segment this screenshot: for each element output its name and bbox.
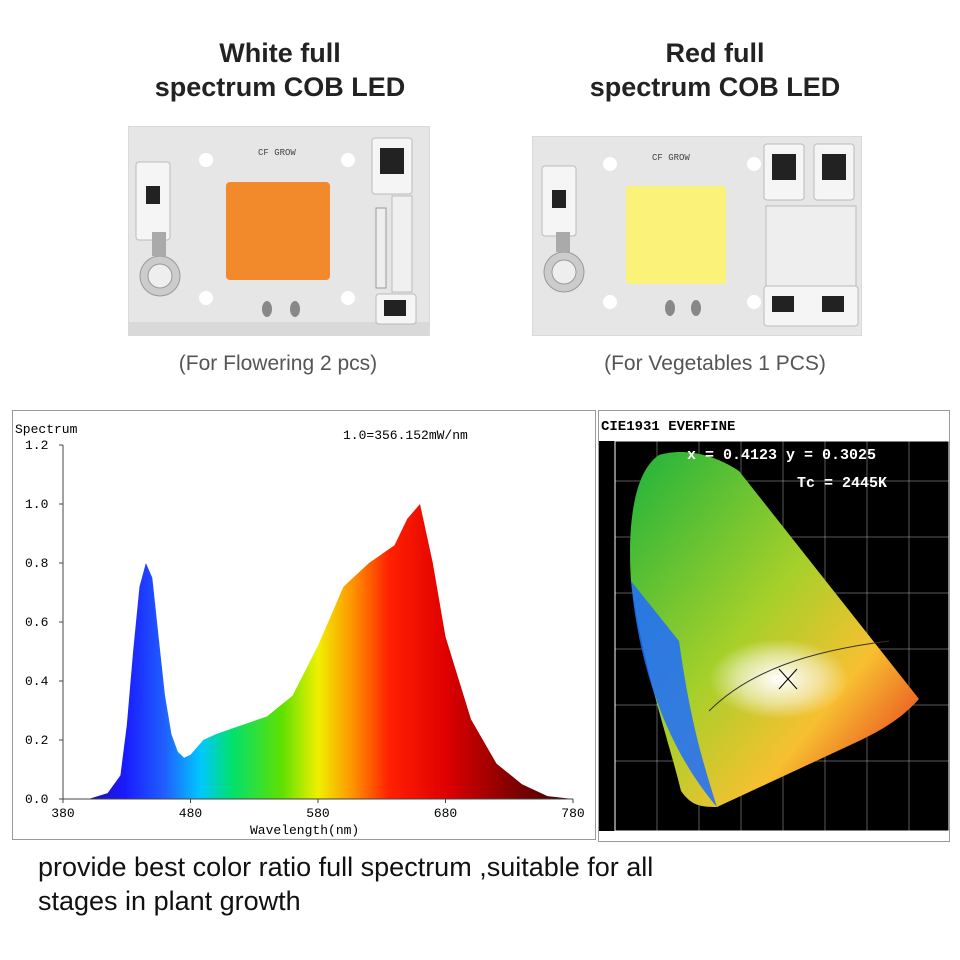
caption-red: (For Vegetables 1 PCS) [604, 352, 826, 375]
title-line-2: spectrum COB LED [589, 72, 841, 102]
y-tick-label: 0.8 [25, 556, 48, 571]
y-tick-label: 0.6 [25, 615, 48, 630]
spectrum-area [63, 504, 573, 799]
product-title-white: White full spectrum COB LED [130, 36, 430, 104]
footer-line-1: provide best color ratio full spectrum ,… [38, 852, 654, 882]
cie-gamut [630, 452, 919, 807]
led-emitter [226, 182, 330, 280]
x-tick-label: 580 [306, 806, 329, 821]
title-line-2: spectrum COB LED [154, 72, 406, 102]
x-ticks: 380 480 580 680 780 [51, 799, 585, 821]
y-tick-label: 1.0 [25, 497, 48, 512]
x-tick-label: 780 [561, 806, 584, 821]
x-axis-title: Wavelength(nm) [250, 823, 359, 838]
x-tick-label: 680 [434, 806, 457, 821]
cob-led-board-white: CF GROW [128, 126, 430, 336]
y-tick-label: 0.2 [25, 733, 48, 748]
cie-diagram: CIE1931 EVERFINE x = 0.4123 y = 0.3025 T… [599, 411, 950, 841]
spectrum-chart-panel: Spectrum 1.0=356.152mW/nm Wavelength(nm)… [12, 410, 596, 840]
footer-text: provide best color ratio full spectrum ,… [38, 850, 918, 918]
chart-annotation: 1.0=356.152mW/nm [343, 428, 468, 443]
cie-diagram-panel: CIE1931 EVERFINE x = 0.4123 y = 0.3025 T… [598, 410, 950, 842]
y-ticks: 0.0 0.2 0.4 0.6 0.8 1.0 1.2 [25, 438, 63, 807]
y-tick-label: 1.2 [25, 438, 48, 453]
title-line-1: Red full [665, 38, 765, 68]
board-label: CF GROW [258, 148, 296, 158]
cie-title: CIE1931 EVERFINE [601, 419, 735, 435]
x-tick-label: 480 [179, 806, 202, 821]
led-emitter [626, 186, 726, 284]
board-label: CF GROW [652, 153, 690, 163]
y-tick-label: 0.0 [25, 792, 48, 807]
cob-led-board-red: CF GROW [532, 136, 862, 336]
product-title-red: Red full spectrum COB LED [565, 36, 865, 104]
footer-line-2: stages in plant growth [38, 886, 301, 916]
y-axis-title: Spectrum [15, 422, 78, 437]
cie-tc-readout: Tc = 2445K [797, 475, 887, 492]
y-tick-label: 0.4 [25, 674, 49, 689]
caption-white: (For Flowering 2 pcs) [178, 352, 378, 375]
title-line-1: White full [219, 38, 341, 68]
spectrum-chart: Spectrum 1.0=356.152mW/nm Wavelength(nm)… [15, 422, 585, 838]
x-tick-label: 380 [51, 806, 74, 821]
cie-xy-readout: x = 0.4123 y = 0.3025 [687, 447, 876, 464]
